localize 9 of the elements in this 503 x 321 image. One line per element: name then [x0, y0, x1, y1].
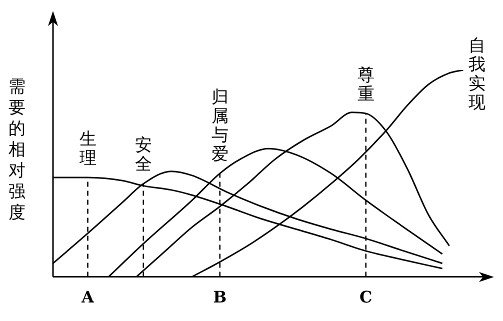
series-label: 生理: [79, 129, 96, 168]
x-tick-label: C: [359, 288, 372, 307]
series-label: 安全: [134, 136, 152, 175]
series-label: 尊重: [357, 65, 374, 104]
x-tick-label: B: [213, 288, 227, 307]
y-axis-title: 需要的相对强度: [8, 77, 26, 224]
x-tick-label: A: [80, 288, 95, 307]
series-label: 自我实现: [468, 36, 486, 113]
series-label: 归属与爱: [211, 87, 228, 164]
